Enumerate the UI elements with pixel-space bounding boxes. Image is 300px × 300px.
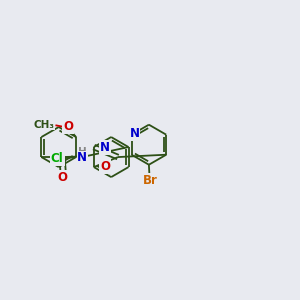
Text: H: H <box>78 147 87 157</box>
Text: Br: Br <box>142 173 158 187</box>
Text: CH₃: CH₃ <box>34 120 55 130</box>
Text: Cl: Cl <box>51 152 64 165</box>
Text: O: O <box>63 120 74 133</box>
Text: N: N <box>130 127 140 140</box>
Text: O: O <box>58 171 68 184</box>
Text: N: N <box>100 141 110 154</box>
Text: O: O <box>100 160 110 173</box>
Text: N: N <box>77 152 87 164</box>
